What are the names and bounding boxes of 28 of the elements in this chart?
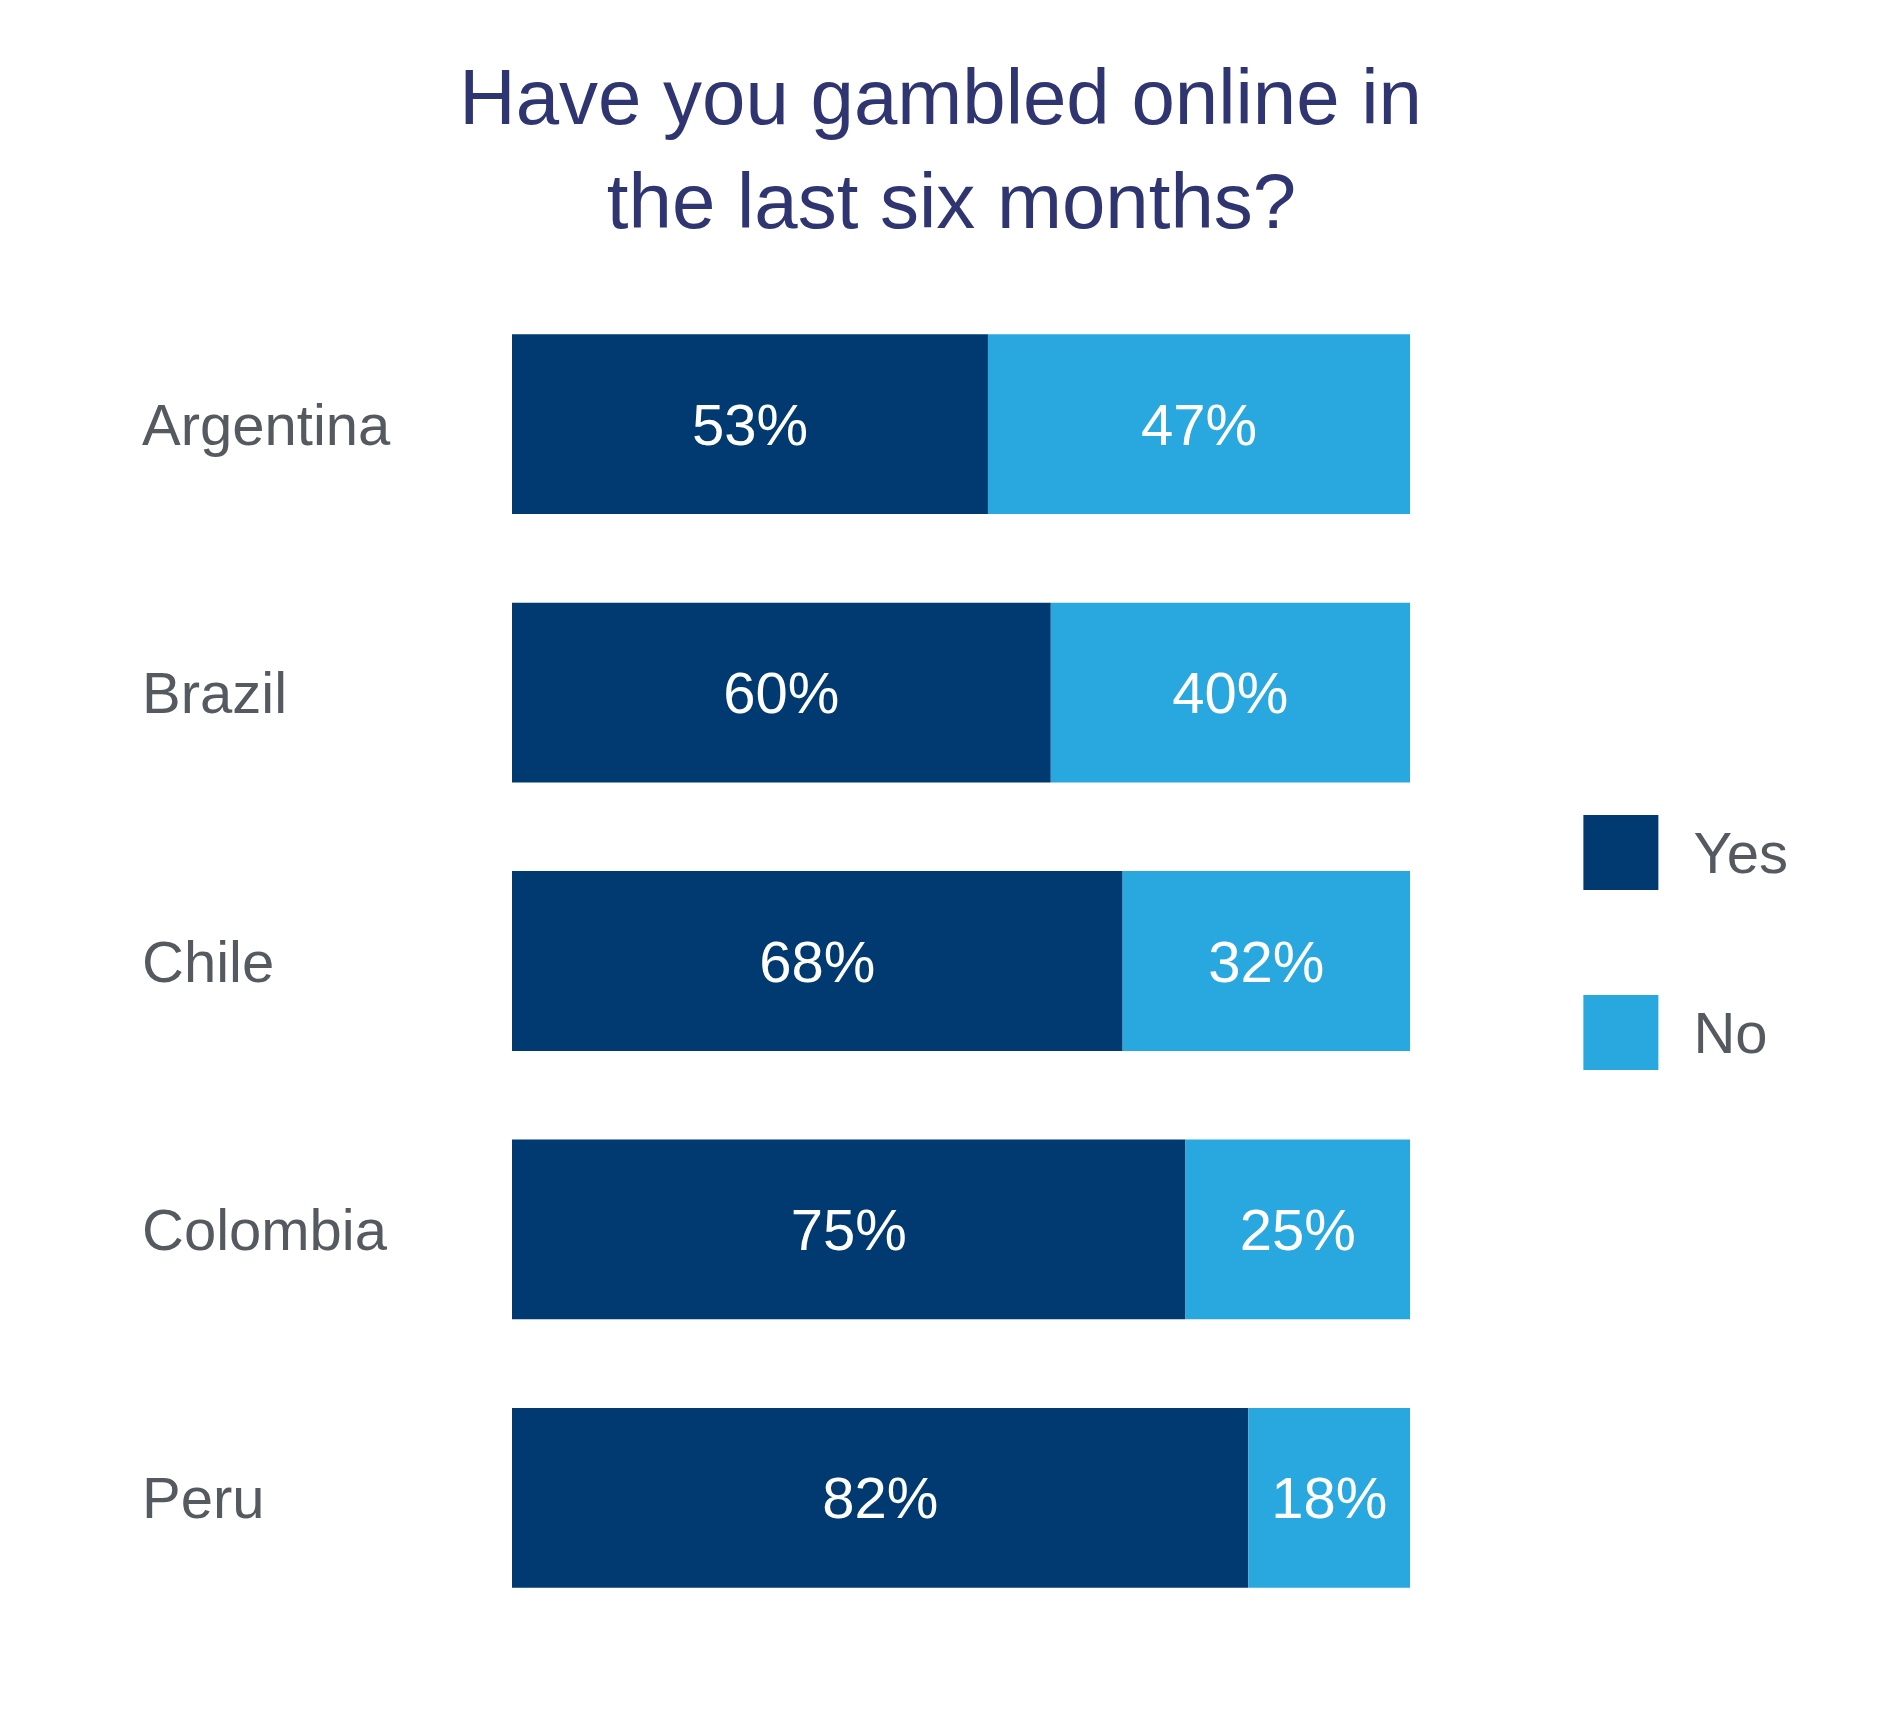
y-tick-label: Brazil <box>142 660 288 726</box>
y-tick-label: Argentina <box>142 391 392 457</box>
legend-label: No <box>1693 1000 1768 1065</box>
data-label: 68% <box>759 928 876 994</box>
chart-title: Have you gambled online in the last six months? <box>459 53 1444 245</box>
bar <box>987 334 1410 515</box>
data-label: 18% <box>1271 1465 1388 1531</box>
data-label: 32% <box>1208 928 1325 994</box>
legend-label: Yes <box>1693 820 1789 885</box>
bar <box>1122 871 1410 1051</box>
bar <box>512 1407 1249 1588</box>
y-tick-label: Peru <box>142 1465 265 1531</box>
y-tick-label: Colombia <box>142 1196 388 1262</box>
data-label: 40% <box>1172 660 1289 726</box>
data-label: 53% <box>691 391 809 457</box>
bar <box>512 602 1051 783</box>
data-label: 75% <box>790 1196 907 1262</box>
y-tick-label: Chile <box>142 928 275 994</box>
data-label: 47% <box>1140 391 1258 457</box>
bar <box>1248 1407 1410 1588</box>
data-label: 25% <box>1239 1196 1356 1262</box>
data-label: 82% <box>822 1465 939 1531</box>
bar <box>1050 602 1410 783</box>
bar <box>512 871 1123 1051</box>
bar <box>512 334 988 515</box>
data-label: 60% <box>723 660 840 726</box>
bar <box>1185 1139 1410 1320</box>
bar <box>512 1139 1186 1320</box>
